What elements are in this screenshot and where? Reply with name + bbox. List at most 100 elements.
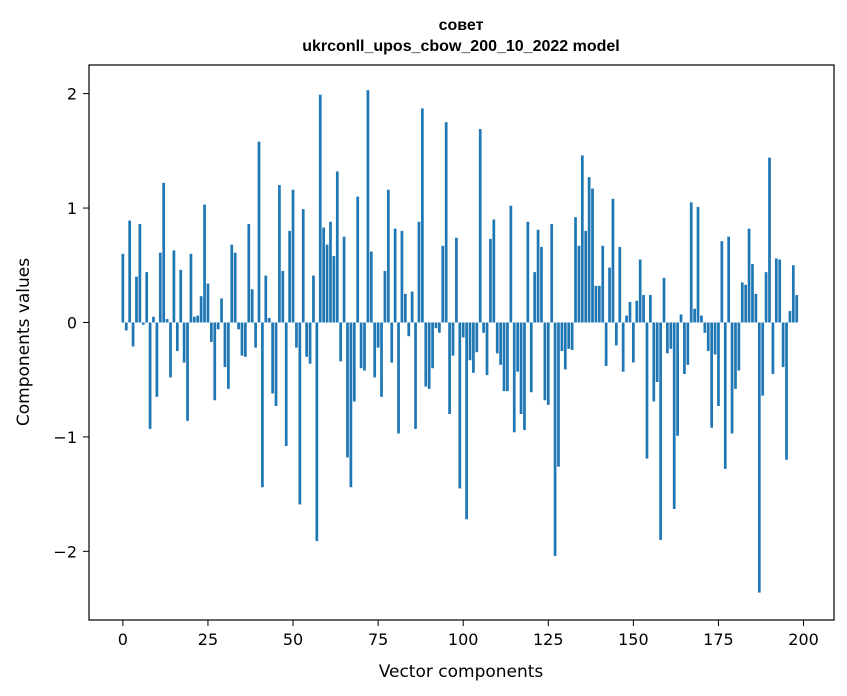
bar: [186, 322, 189, 421]
bar: [223, 322, 227, 368]
bar: [400, 230, 404, 323]
bar: [642, 295, 645, 323]
bar: [189, 253, 193, 323]
bar: [131, 322, 135, 347]
bar: [795, 295, 799, 323]
bar: [230, 244, 234, 323]
bar: [495, 322, 499, 354]
bar: [339, 322, 343, 362]
bar: [318, 94, 322, 323]
y-axis-ticks: −2 −1 0 1 2: [53, 85, 89, 561]
bar: [686, 322, 690, 365]
bar: [359, 322, 363, 369]
bar: [192, 316, 196, 323]
bar: [580, 155, 584, 323]
bar: [145, 272, 149, 323]
bar: [233, 252, 237, 323]
x-axis-label: Vector components: [379, 662, 544, 682]
bar: [788, 311, 792, 323]
bar: [247, 224, 251, 323]
bar: [295, 322, 298, 348]
bar: [376, 322, 380, 348]
bar: [407, 322, 411, 337]
x-tick-label: 150: [618, 630, 649, 649]
bar: [519, 322, 523, 415]
bar: [250, 289, 254, 323]
bar: [135, 276, 138, 323]
bar: [227, 322, 230, 389]
bar: [689, 202, 693, 323]
bar: [475, 322, 479, 353]
bar: [148, 322, 152, 429]
bar: [155, 322, 159, 397]
bar: [516, 322, 520, 372]
bar: [533, 272, 537, 323]
bar: [162, 182, 166, 323]
x-tick-label: 25: [198, 630, 218, 649]
bar: [356, 196, 360, 323]
bar: [281, 270, 285, 323]
bar: [717, 322, 720, 407]
bar: [257, 141, 261, 323]
bar: [414, 322, 417, 429]
x-axis-ticks: 0 25 50 75 100 125 150 175 200: [118, 620, 819, 649]
bar: [757, 322, 761, 593]
bar: [584, 230, 588, 323]
bar: [244, 322, 247, 357]
bar: [152, 316, 155, 323]
bar: [465, 322, 468, 520]
bar: [284, 322, 288, 447]
bar: [700, 315, 703, 323]
bar: [492, 219, 496, 323]
bar: [390, 322, 394, 363]
bar: [254, 322, 257, 348]
bar: [363, 322, 366, 371]
bar: [175, 322, 179, 352]
y-tick-label: 1: [67, 199, 77, 218]
chart-title: совет: [439, 17, 484, 34]
bar: [472, 322, 475, 373]
bar: [740, 282, 744, 323]
bar: [553, 322, 557, 556]
bar: [683, 322, 686, 374]
bar: [540, 246, 543, 323]
x-tick-label: 125: [533, 630, 564, 649]
bar: [352, 322, 356, 402]
bar: [659, 322, 662, 540]
bar: [502, 322, 506, 392]
plot-frame: [88, 64, 835, 621]
bar: [342, 236, 346, 323]
bar: [512, 322, 516, 433]
bar: [349, 322, 353, 488]
bar: [209, 322, 213, 342]
bar: [403, 293, 407, 323]
bar: [608, 267, 611, 323]
bar: [526, 221, 530, 323]
bar: [730, 322, 734, 434]
bar: [455, 237, 458, 323]
bar: [213, 322, 217, 401]
bar: [563, 322, 567, 370]
bar: [431, 322, 434, 369]
bar: [781, 322, 785, 368]
bar: [383, 270, 387, 323]
bar: [393, 228, 397, 323]
bar: [570, 322, 574, 350]
y-tick-label: −2: [53, 542, 77, 561]
bar: [523, 322, 526, 431]
bar: [693, 308, 696, 323]
bar: [543, 322, 547, 401]
bar: [577, 245, 581, 323]
bar: [761, 322, 765, 396]
bar: [397, 322, 400, 434]
bar: [662, 277, 666, 323]
bar: [288, 230, 291, 323]
bar: [220, 298, 223, 323]
bar: [567, 322, 571, 349]
bar: [713, 322, 717, 355]
bar: [672, 322, 676, 509]
bar: [264, 275, 268, 323]
bar: [621, 322, 625, 372]
bar: [386, 189, 390, 323]
bar: [206, 283, 210, 323]
